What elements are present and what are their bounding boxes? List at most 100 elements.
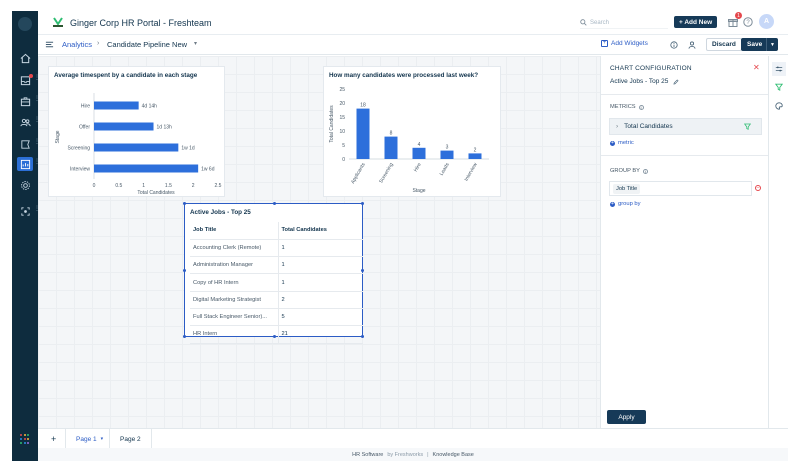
y-tick-label: 25 [339,87,345,93]
bar [468,153,482,159]
apps-grid-icon[interactable] [20,434,30,444]
sliders-icon[interactable] [772,62,786,76]
table-row: Full Stack Engineer Senior)... 5 [190,308,363,327]
x-tick-label: Screening [378,162,395,185]
resize-handle[interactable] [361,269,364,272]
help-icon[interactable]: ? [742,16,754,28]
more-dots-icon[interactable]: ⋮ [34,139,40,145]
search-box[interactable]: Search [580,17,668,29]
filter-icon[interactable] [744,123,751,130]
resize-handle[interactable] [183,202,186,205]
footer-knowledge-base-link[interactable]: Knowledge Base [432,451,474,458]
resize-handle[interactable] [361,335,364,338]
search-icon [580,19,587,26]
y-tick-label: Interview [70,167,90,173]
gift-icon[interactable]: 1 [727,12,742,28]
add-metric-link[interactable]: + metric [610,140,634,146]
palette-icon[interactable] [772,99,786,113]
add-widgets-button[interactable]: + Add Widgets [601,40,648,47]
chevron-down-icon[interactable]: ▾ [100,436,104,442]
resize-handle[interactable] [361,202,364,205]
onboarding-icon[interactable] [17,137,33,151]
add-groupby-link[interactable]: + group by [610,201,641,207]
widget-processed[interactable]: How many candidates were processed last … [323,66,501,197]
breadcrumb-analytics[interactable]: Analytics [62,40,93,49]
more-dots-icon[interactable]: ⋮ [34,96,40,102]
timespent-chart: 4d 14h Hire 1d 13h Offer 1w 1d Screening 1w 6d… [55,93,222,196]
analytics-icon[interactable] [17,157,33,171]
table-row: Digital Marketing Strategist 2 [190,291,363,309]
page-tabs-bar: + Page 1 ▾ Page 2 [38,428,788,449]
search-input[interactable]: Search [590,19,610,26]
x-tick-label: 1 [142,183,145,189]
more-dots-icon[interactable]: ⋮ [34,159,40,165]
integrations-icon[interactable] [17,204,33,218]
data-label: 1d 13h [157,125,173,131]
table-row: Accounting Clerk (Remote) 1 [190,239,363,258]
bar [94,143,179,152]
avatar[interactable]: A [759,14,774,29]
y-tick-label: Hire [81,104,90,110]
tab-page-1[interactable]: Page 1 ▾ [65,429,113,449]
y-tick-label: Screening [67,146,90,152]
bar [440,150,454,159]
x-tick-label: Applicants [350,162,367,185]
people-icon[interactable] [17,115,33,129]
widget-active-jobs[interactable]: Active Jobs - Top 25 Job Title Total Can… [183,202,364,344]
column-header[interactable]: Job Title [190,222,279,240]
dashboard-canvas: Average timespent by a candidate in each… [38,56,600,428]
chevron-down-icon[interactable]: ▾ [194,41,198,47]
apply-button[interactable]: Apply [607,410,646,424]
resize-handle[interactable] [273,335,276,338]
settings-icon[interactable] [17,178,33,192]
save-button[interactable]: Save ▼ [741,38,778,51]
resize-handle[interactable] [183,335,186,338]
add-page-button[interactable]: + [51,434,57,444]
more-dots-icon[interactable]: ⋮ [34,206,40,212]
y-tick-label: 15 [339,115,345,121]
y-tick-label: Offer [79,125,90,131]
add-new-button[interactable]: + Add New [674,16,718,28]
groupby-field[interactable]: Job Title [609,181,752,196]
add-widget-icon: + [601,40,608,47]
more-dots-icon[interactable]: ⋮ [34,75,40,81]
info-icon[interactable]: i [642,168,648,174]
remove-icon[interactable]: – [755,185,761,191]
home-icon[interactable] [17,51,33,65]
metrics-label: METRICS [610,104,636,110]
info-icon[interactable] [669,40,679,50]
menu-icon[interactable] [45,40,54,49]
y-tick-label: 20 [339,101,345,107]
footer: HR Software by Freshworks | Knowledge Ba… [38,448,788,461]
metric-item[interactable]: › Total Candidates [609,118,762,135]
resize-handle[interactable] [183,269,186,272]
y-axis-label: Stage [55,130,61,143]
jobs-icon[interactable] [17,94,33,108]
column-header[interactable]: Total Candidates [278,222,363,240]
chevron-down-icon[interactable]: ▼ [766,38,778,51]
widget-timespent[interactable]: Average timespent by a candidate in each… [48,66,225,197]
y-tick-label: 5 [342,143,345,149]
tab-page-2[interactable]: Page 2 [109,429,152,449]
data-label: 18 [360,103,366,109]
close-icon[interactable]: ✕ [753,63,760,72]
discard-button[interactable]: Discard [706,38,742,51]
top-header: Ginger Corp HR Portal - Freshteam Search… [38,11,788,35]
share-user-icon[interactable] [687,40,697,50]
cell-total-candidates: 1 [278,256,363,275]
cell-total-candidates: 1 [278,239,363,258]
footer-hr-software-link[interactable]: HR Software [352,451,384,458]
filter-icon[interactable] [772,80,786,94]
info-icon[interactable]: i [638,104,644,110]
groupby-section-label: GROUP BY i [610,168,648,174]
inbox-icon[interactable] [17,73,33,87]
chevron-right-icon[interactable]: › [616,123,619,130]
table-row: Administration Manager 1 [190,256,363,275]
freshteam-logo-icon[interactable] [18,17,32,31]
more-dots-icon[interactable]: ⋮ [34,117,40,123]
resize-handle[interactable] [273,202,276,205]
data-label: 1w 1d [181,146,195,152]
metrics-section-label: METRICS i [610,104,644,110]
x-tick-label: 1.5 [165,183,172,189]
edit-pencil-icon[interactable] [673,78,679,85]
